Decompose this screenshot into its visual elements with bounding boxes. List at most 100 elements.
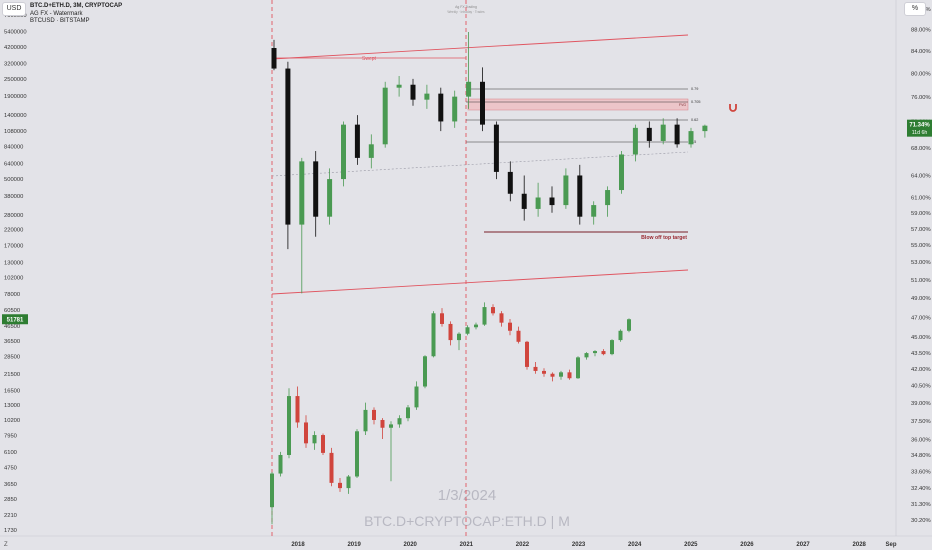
x-axis-tick-label: 2024 [628,542,642,548]
left-axis-tick-label: 2500000 [4,77,27,83]
legend-line-btcusd: BTCUSD · BITSTAMP [30,18,90,25]
dom-candle-body [591,205,597,217]
btc-candle-body [380,419,385,428]
left-axis-tick-label: 46500 [4,324,20,330]
dom-candle-body [549,197,555,206]
btc-candle-body [346,476,351,489]
btc-candle-body [355,431,359,477]
left-axis-tick-label: 3650 [4,482,17,488]
btc-last-value: 51781 [7,317,24,323]
left-axis-tick-label: 500000 [4,177,23,183]
dom-candle-body [535,197,541,209]
left-axis-tick-label: 6100 [4,450,17,456]
right-axis-tick-label: 33.60% [911,469,931,475]
btc-candle-body [372,409,376,420]
channel-lower-line [271,269,689,295]
right-axis-tick-label: 53.00% [911,260,931,266]
dom-candle-body [493,124,499,172]
right-axis-tick-label: 76.00% [911,95,931,101]
btc-candle-body [397,418,402,425]
dom-candle-body [521,193,527,209]
right-axis-tick-label: 51.00% [911,278,931,284]
dom-candle-body [660,124,666,141]
btc-candle-body [338,482,342,489]
left-axis-tick-label: 1400000 [4,113,27,119]
symbol-title: BTC.D+ETH.D, 3M, CRYPTOCAP [30,3,123,9]
btc-candle-body [542,370,546,374]
left-axis-tick-label: 170000 [4,244,23,250]
left-axis-tick-label: 60500 [4,308,20,314]
btc-candle-body [270,473,274,508]
btc-candle-body [627,319,631,331]
right-axis-tick-label: 43.50% [911,351,931,357]
right-axis-tick-label: 57.00% [911,227,931,233]
right-axis-tick-label: 64.00% [911,174,931,180]
x-axis-tick-label: 2026 [740,542,754,548]
left-axis-tick-label: 13000 [4,403,20,409]
btc-candle-body [414,386,419,408]
dom-candle-body [480,81,485,125]
dom-candle-body [632,127,638,155]
btc-candle-body [448,323,453,341]
fvg-zone [467,98,689,111]
fib-level-label: 0.62 [691,118,698,122]
x-axis-tick-label: Sep [885,542,896,548]
left-axis-tick-label: 36500 [4,339,20,345]
dom-candle-body [354,124,360,158]
left-axis-tick-label: 2850 [4,497,17,503]
legend-line-watermark: AG FX - Watermark [30,10,83,17]
currency-button[interactable]: USD [2,2,26,16]
left-axis-tick-label: 7000000 [4,13,27,19]
btc-candle-body [278,454,283,474]
btc-candle-body [567,372,572,379]
btc-candle-body [321,435,325,453]
dom-candle-body [341,124,346,180]
dom-candle-body [438,93,444,122]
left-axis-tick-label: 78000 [4,292,20,298]
dominance-countdown: 11d 6h [912,130,928,136]
right-axis-tick-label: 31.30% [911,502,931,508]
x-axis-tick-label: 2028 [853,542,867,548]
btc-candle-body [440,313,444,324]
left-axis-tick-label: 130000 [4,260,23,266]
dom-candle-body [382,87,388,145]
percent-button[interactable]: % [904,2,926,16]
legend-header: BTC.D+ETH.D, 3M, CRYPTOCAP AG FX - Water… [30,3,122,26]
btc-last-value-box [2,314,28,325]
x-axis-tick-label: 2022 [516,542,530,548]
btc-candle-body [576,357,580,379]
dom-candle-body [507,171,513,194]
btc-candle-body [584,353,589,358]
btc-candle-body [312,435,317,444]
left-axis-tick-label: 28500 [4,354,20,360]
left-axis-tick-label: 1080000 [4,129,27,135]
dom-candle-body [577,175,583,217]
log-toggle: Z [4,542,8,548]
left-axis-tick-label: 640000 [4,162,23,168]
dom-candle-body [605,190,611,206]
btc-candle-body [287,396,291,455]
dom-candle-body [271,48,277,69]
btc-candle-body [295,396,300,423]
dom-candle-body [313,161,319,217]
fib-level-label: 0.705 [691,100,701,104]
fib-level-label: 0.5 [691,140,696,144]
watermark-date: 1/3/2024 [438,487,496,504]
left-axis-tick-label: 4750 [4,466,17,472]
dom-candle-body [299,161,305,225]
left-axis-tick-label: 380000 [4,194,23,200]
btc-candle-body [389,424,393,428]
right-axis-tick-label: 55.00% [911,243,931,249]
x-axis-tick-label: 2021 [460,542,474,548]
btc-candle-body [618,330,623,341]
swept-label: Swept [362,56,377,62]
dom-candle-body [424,93,430,100]
right-axis-tick-label: 88.00% [911,28,931,34]
btc-candle-body [499,313,504,323]
btc-candle-body [465,327,470,334]
dom-candle-body [327,179,333,217]
btc-candle-body [423,356,427,387]
right-axis-tick-label: 49.00% [911,296,931,302]
